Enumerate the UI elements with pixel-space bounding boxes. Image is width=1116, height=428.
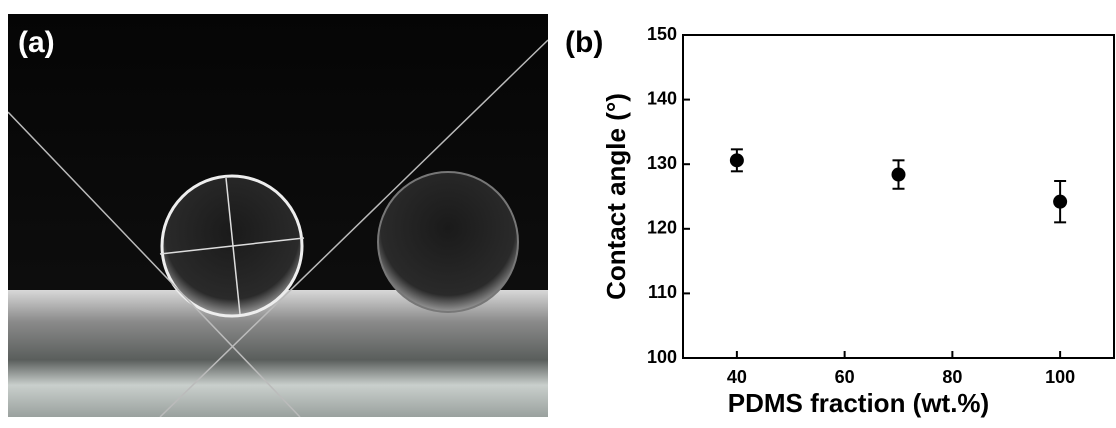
x-tick-label: 80 — [942, 367, 962, 387]
y-tick-label: 110 — [648, 282, 677, 302]
data-point — [1053, 194, 1068, 209]
panel-label: (b) — [565, 26, 603, 59]
x-tick-label: 60 — [835, 367, 855, 387]
x-tick-label: 40 — [727, 367, 747, 387]
data-point — [891, 167, 906, 182]
y-tick-label: 150 — [647, 24, 677, 44]
y-tick-label: 140 — [647, 88, 677, 108]
y-tick-label: 130 — [647, 153, 677, 173]
data-point — [729, 153, 744, 168]
x-tick-label: 100 — [1045, 367, 1075, 387]
photo — [8, 14, 548, 417]
y-tick-label: 100 — [647, 347, 677, 367]
x-axis-title: PDMS fraction (wt.%) — [728, 388, 989, 418]
plot-frame — [682, 34, 1115, 359]
panel-label: (a) — [18, 26, 55, 59]
y-axis-title: Contact angle (°) — [601, 93, 631, 300]
y-tick-label: 120 — [647, 218, 677, 238]
